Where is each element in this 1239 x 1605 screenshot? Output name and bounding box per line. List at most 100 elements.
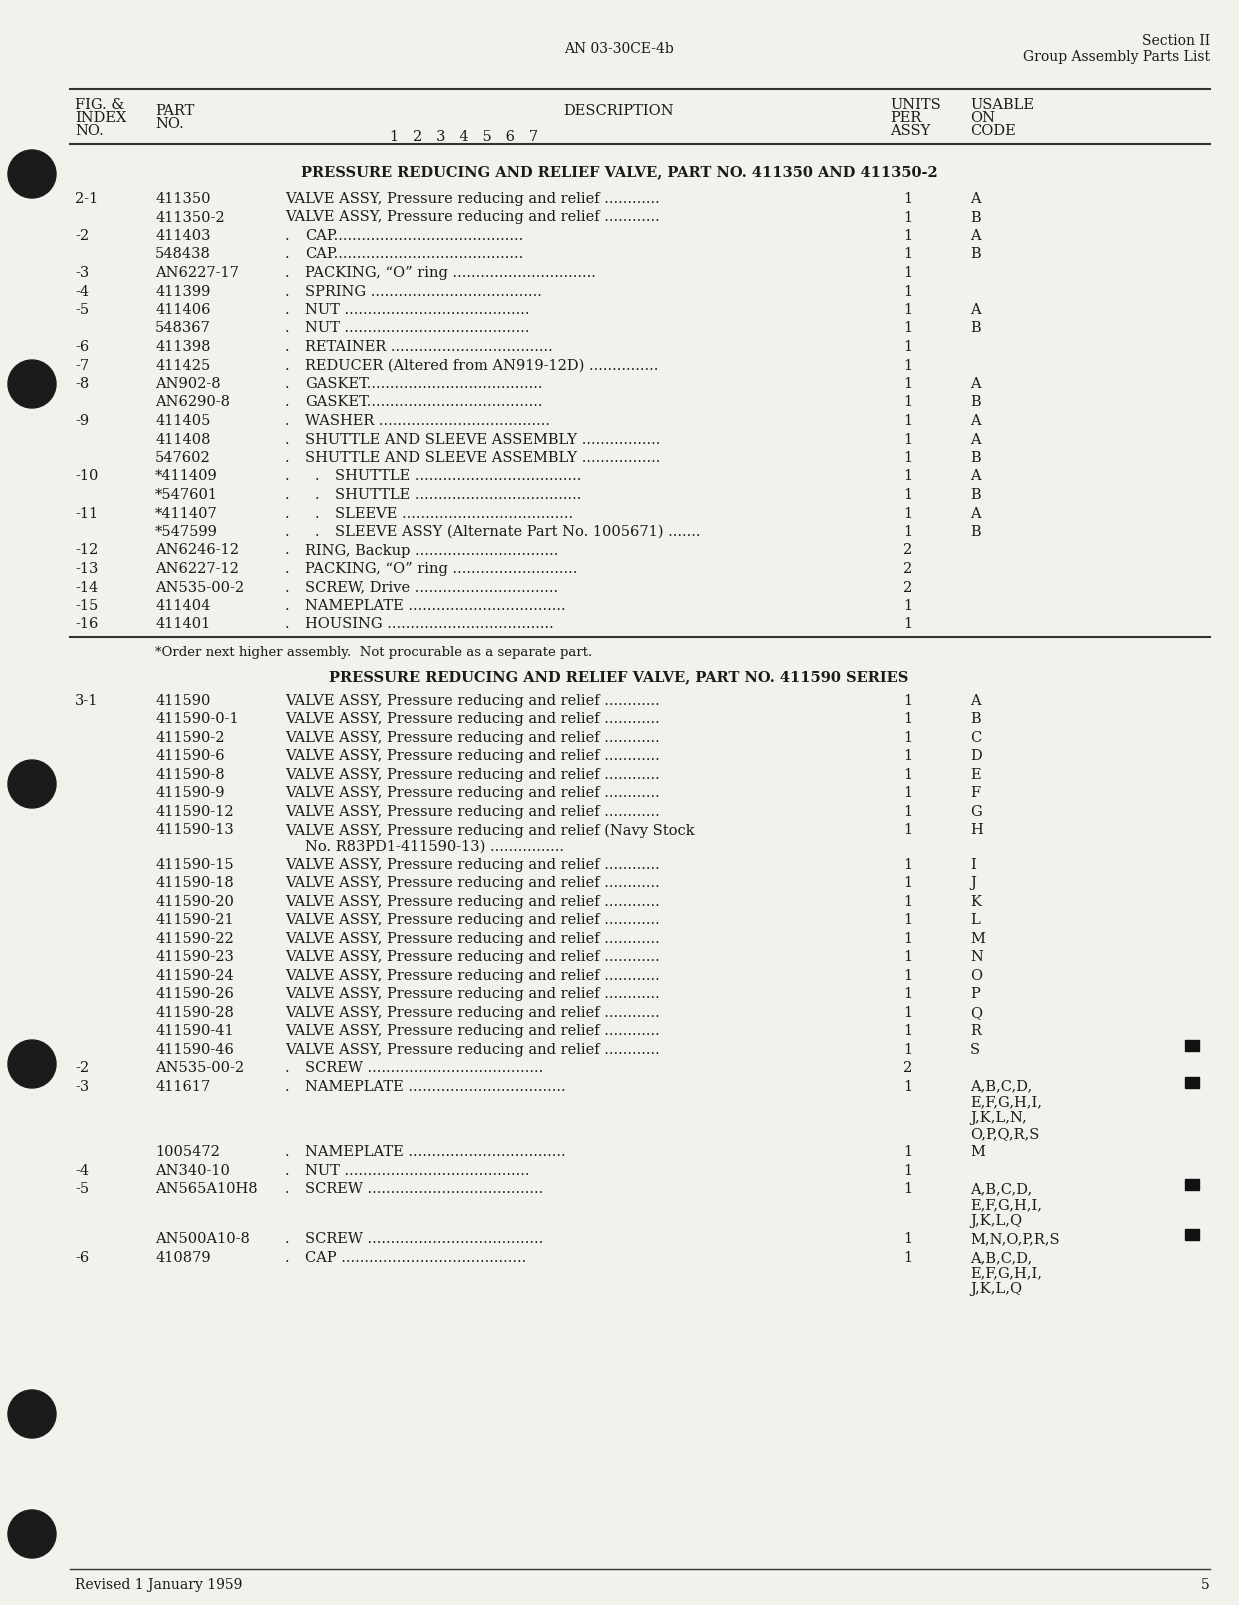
- Text: .: .: [285, 562, 290, 576]
- Text: 411590: 411590: [155, 693, 211, 708]
- Text: VALVE ASSY, Pressure reducing and relief ............: VALVE ASSY, Pressure reducing and relief…: [285, 193, 659, 205]
- Text: 411590-0-1: 411590-0-1: [155, 713, 239, 725]
- Text: 1: 1: [903, 247, 913, 262]
- Text: 1: 1: [903, 693, 913, 708]
- Text: 411590-41: 411590-41: [155, 1024, 234, 1037]
- Text: VALVE ASSY, Pressure reducing and relief ............: VALVE ASSY, Pressure reducing and relief…: [285, 931, 659, 945]
- Text: -2: -2: [76, 230, 89, 242]
- Text: PACKING, “O” ring ...........................: PACKING, “O” ring ......................…: [305, 562, 577, 576]
- Text: VALVE ASSY, Pressure reducing and relief ............: VALVE ASSY, Pressure reducing and relief…: [285, 713, 659, 725]
- Text: RING, Backup ...............................: RING, Backup ...........................…: [305, 542, 559, 557]
- Text: 411590-20: 411590-20: [155, 894, 234, 908]
- Text: 1: 1: [903, 987, 913, 1000]
- Text: -16: -16: [76, 616, 98, 631]
- Text: NUT ........................................: NUT ....................................…: [305, 1164, 529, 1176]
- Text: GASKET......................................: GASKET..................................…: [305, 395, 543, 409]
- Text: J: J: [970, 876, 976, 889]
- Text: PART: PART: [155, 104, 195, 117]
- Text: AN6246-12: AN6246-12: [155, 542, 239, 557]
- Text: ON: ON: [970, 111, 995, 125]
- Text: 1: 1: [903, 284, 913, 299]
- Text: SCREW ......................................: SCREW ..................................…: [305, 1231, 543, 1245]
- Text: 1: 1: [903, 857, 913, 872]
- Text: *411407: *411407: [155, 506, 218, 520]
- Text: VALVE ASSY, Pressure reducing and relief ............: VALVE ASSY, Pressure reducing and relief…: [285, 1005, 659, 1019]
- Text: PRESSURE REDUCING AND RELIEF VALVE, PART NO. 411350 AND 411350-2: PRESSURE REDUCING AND RELIEF VALVE, PART…: [301, 165, 938, 178]
- Text: 411406: 411406: [155, 303, 211, 316]
- Text: SLEEVE .....................................: SLEEVE .................................…: [335, 506, 574, 520]
- Text: 1: 1: [903, 1164, 913, 1176]
- Text: REDUCER (Altered from AN919-12D) ...............: REDUCER (Altered from AN919-12D) .......…: [305, 358, 658, 372]
- Text: 5: 5: [1202, 1578, 1211, 1591]
- Text: 2: 2: [903, 542, 913, 557]
- Text: B: B: [970, 451, 980, 465]
- Text: 1: 1: [903, 713, 913, 725]
- Text: F: F: [970, 786, 980, 799]
- Text: .: .: [315, 488, 320, 502]
- Text: INDEX: INDEX: [76, 111, 126, 125]
- Text: S: S: [970, 1042, 980, 1056]
- Text: 1: 1: [903, 230, 913, 242]
- Text: VALVE ASSY, Pressure reducing and relief ............: VALVE ASSY, Pressure reducing and relief…: [285, 913, 659, 926]
- Text: B: B: [970, 713, 980, 725]
- Text: 1: 1: [903, 616, 913, 631]
- Text: 1: 1: [903, 1024, 913, 1037]
- Text: *411409: *411409: [155, 469, 218, 483]
- Text: .: .: [285, 230, 290, 242]
- Text: SHUTTLE ....................................: SHUTTLE ................................…: [335, 469, 581, 483]
- Text: -14: -14: [76, 579, 98, 594]
- Text: AN565A10H8: AN565A10H8: [155, 1181, 258, 1196]
- Text: -7: -7: [76, 358, 89, 372]
- Text: 1: 1: [903, 931, 913, 945]
- Text: 1: 1: [903, 767, 913, 782]
- Text: P: P: [970, 987, 980, 1000]
- Text: Q: Q: [970, 1005, 983, 1019]
- Text: VALVE ASSY, Pressure reducing and relief ............: VALVE ASSY, Pressure reducing and relief…: [285, 210, 659, 225]
- Text: .: .: [285, 451, 290, 465]
- Text: *547601: *547601: [155, 488, 218, 502]
- Text: 411590-8: 411590-8: [155, 767, 224, 782]
- Text: G: G: [970, 804, 981, 819]
- Text: SCREW ......................................: SCREW ..................................…: [305, 1181, 543, 1196]
- Text: 1: 1: [903, 730, 913, 745]
- Text: 1: 1: [903, 414, 913, 429]
- Text: .: .: [285, 266, 290, 279]
- Text: 548438: 548438: [155, 247, 211, 262]
- Text: M: M: [970, 931, 985, 945]
- Text: N: N: [970, 950, 983, 963]
- Text: SLEEVE ASSY (Alternate Part No. 1005671) .......: SLEEVE ASSY (Alternate Part No. 1005671)…: [335, 525, 700, 539]
- Text: 411590-26: 411590-26: [155, 987, 234, 1000]
- Text: VALVE ASSY, Pressure reducing and relief ............: VALVE ASSY, Pressure reducing and relief…: [285, 1024, 659, 1037]
- Text: ASSY: ASSY: [890, 124, 930, 138]
- Circle shape: [7, 1390, 56, 1438]
- Text: 411590-28: 411590-28: [155, 1005, 234, 1019]
- Text: NUT ........................................: NUT ....................................…: [305, 303, 529, 316]
- Text: 411590-6: 411590-6: [155, 750, 224, 762]
- Text: 1: 1: [903, 804, 913, 819]
- Text: J,K,L,Q: J,K,L,Q: [970, 1281, 1022, 1295]
- Text: 1: 1: [903, 395, 913, 409]
- Text: 411401: 411401: [155, 616, 211, 631]
- Text: .: .: [285, 1164, 290, 1176]
- Text: No. R83PD1-411590-13) ................: No. R83PD1-411590-13) ................: [305, 839, 564, 852]
- Text: 411405: 411405: [155, 414, 211, 429]
- Text: 1: 1: [903, 876, 913, 889]
- Text: .: .: [285, 1250, 290, 1265]
- Text: 1: 1: [903, 1144, 913, 1159]
- Text: SHUTTLE ....................................: SHUTTLE ................................…: [335, 488, 581, 502]
- Text: Group Assembly Parts List: Group Assembly Parts List: [1023, 50, 1211, 64]
- Text: A: A: [970, 377, 980, 390]
- Text: 548367: 548367: [155, 321, 211, 335]
- Text: 411590-24: 411590-24: [155, 968, 234, 982]
- Text: NUT ........................................: NUT ....................................…: [305, 321, 529, 335]
- Text: *Order next higher assembly.  Not procurable as a separate part.: *Order next higher assembly. Not procura…: [155, 645, 592, 658]
- Text: CODE: CODE: [970, 124, 1016, 138]
- Text: 1: 1: [903, 451, 913, 465]
- Text: SHUTTLE AND SLEEVE ASSEMBLY .................: SHUTTLE AND SLEEVE ASSEMBLY ............…: [305, 451, 660, 465]
- Text: .: .: [285, 340, 290, 353]
- Text: VALVE ASSY, Pressure reducing and relief ............: VALVE ASSY, Pressure reducing and relief…: [285, 876, 659, 889]
- Text: 1: 1: [903, 321, 913, 335]
- Text: -3: -3: [76, 266, 89, 279]
- Text: .: .: [285, 377, 290, 390]
- Text: 1: 1: [903, 193, 913, 205]
